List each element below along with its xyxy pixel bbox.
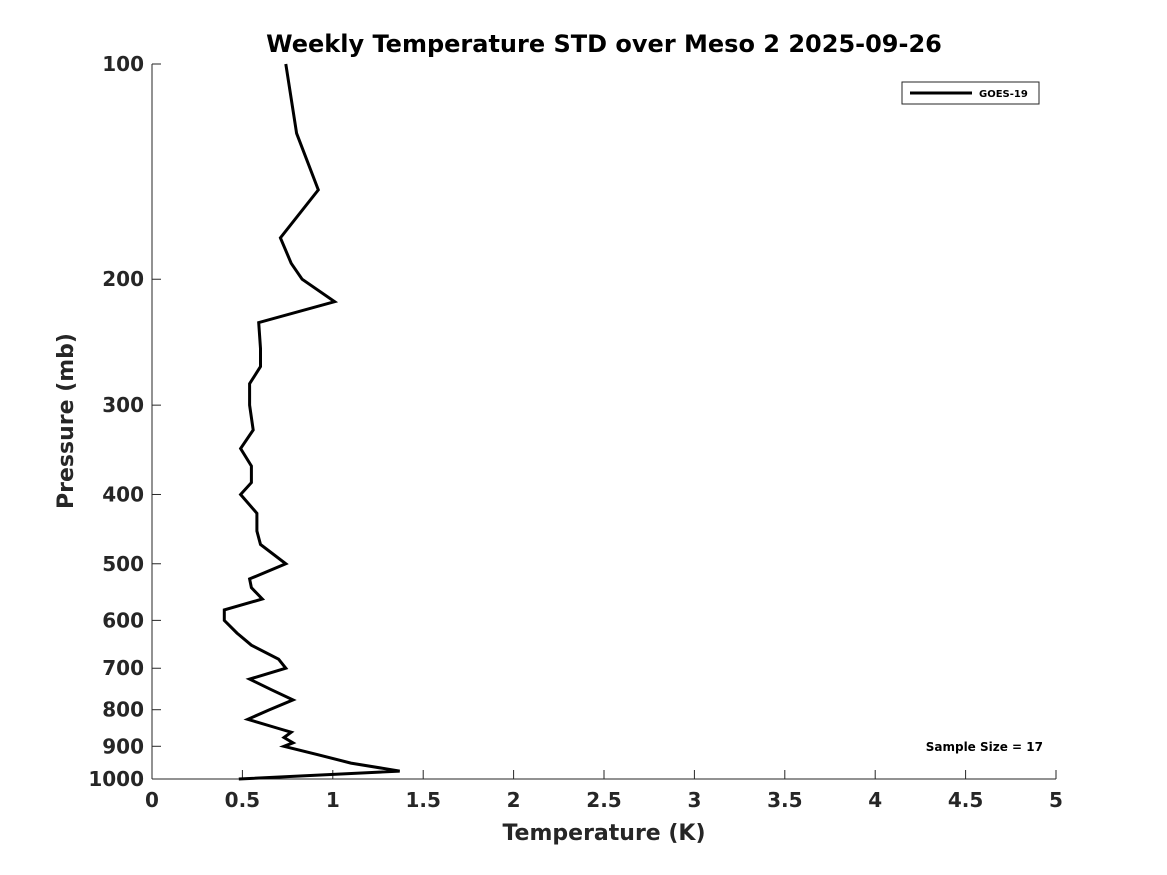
sample-size-annotation: Sample Size = 17	[926, 740, 1043, 754]
x-tick-label: 0.5	[225, 788, 260, 812]
x-tick-label: 2	[507, 788, 521, 812]
x-tick-label: 0	[145, 788, 159, 812]
y-tick-label: 900	[102, 734, 144, 758]
x-tick-label: 3	[687, 788, 701, 812]
x-tick-label: 2.5	[586, 788, 621, 812]
y-tick-label: 200	[102, 267, 144, 291]
x-tick-label: 5	[1049, 788, 1063, 812]
y-axis-label: Pressure (mb)	[54, 333, 79, 509]
y-tick-label: 100	[102, 52, 144, 76]
x-axis-label: Temperature (K)	[502, 821, 705, 846]
y-tick-label: 500	[102, 552, 144, 576]
x-tick-label: 1	[326, 788, 340, 812]
x-axis-ticks: 0 0.5 1 1.5 2 2.5 3 3.5 4 4.5 5	[145, 770, 1063, 812]
plot-area	[151, 64, 1056, 780]
y-tick-label: 600	[102, 608, 144, 632]
chart-title: Weekly Temperature STD over Meso 2 2025-…	[266, 30, 942, 58]
series-line-goes-19	[222, 63, 400, 781]
y-axis-ticks: 100 200 300 400 500 600 700 800 900 1000	[88, 52, 161, 791]
y-tick-label: 300	[102, 393, 144, 417]
x-tick-label: 4	[868, 788, 882, 812]
legend: GOES-19	[901, 81, 1040, 105]
legend-label-goes-19: GOES-19	[979, 89, 1028, 100]
x-tick-label: 4.5	[948, 788, 983, 812]
y-tick-label: 400	[102, 482, 144, 506]
y-tick-label: 1000	[88, 767, 144, 791]
x-tick-label: 1.5	[405, 788, 440, 812]
y-tick-label: 700	[102, 656, 144, 680]
series-layer	[222, 63, 400, 781]
x-tick-label: 3.5	[767, 788, 802, 812]
y-tick-label: 800	[102, 698, 144, 722]
